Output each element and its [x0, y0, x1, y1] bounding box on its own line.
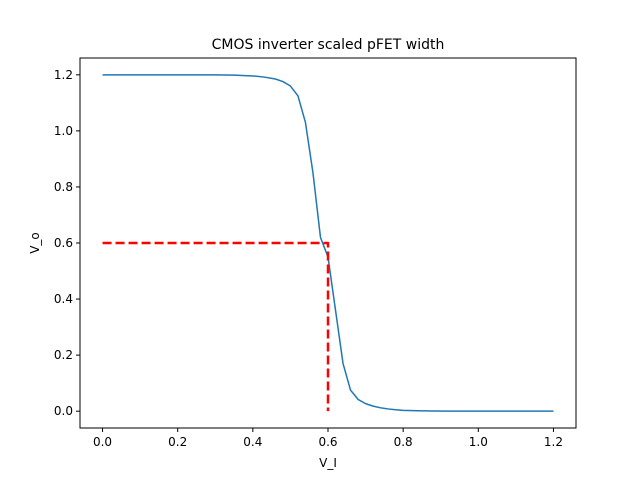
- series-layer: [102, 74, 554, 412]
- chart-title: CMOS inverter scaled pFET width: [212, 37, 445, 53]
- y-tick-label: 0.8: [54, 180, 73, 194]
- plot-frame: [79, 57, 577, 429]
- y-axis-label: V_o: [28, 232, 42, 254]
- series-line-2: [102, 241, 330, 412]
- x-axis-label: V_I: [319, 456, 337, 470]
- x-tick-label: 1.2: [544, 435, 563, 449]
- y-tick-label: 1.2: [54, 68, 73, 82]
- x-tick-label: 0.0: [93, 435, 112, 449]
- x-axis-ticks: 0.0 0.2 0.4 0.6 0.8 1.0 1.2: [93, 428, 563, 449]
- y-tick-label: 0.6: [54, 236, 73, 250]
- x-tick-label: 0.2: [168, 435, 187, 449]
- x-tick-label: 0.8: [394, 435, 413, 449]
- x-tick-label: 0.4: [243, 435, 262, 449]
- y-tick-label: 0.0: [54, 404, 73, 418]
- y-tick-label: 1.0: [54, 124, 73, 138]
- y-tick-label: 0.2: [54, 348, 73, 362]
- y-tick-label: 0.4: [54, 292, 73, 306]
- series-line-1: [102, 74, 554, 412]
- x-tick-label: 0.6: [318, 435, 337, 449]
- x-tick-label: 1.0: [469, 435, 488, 449]
- y-axis-ticks: 0.0 0.2 0.4 0.6 0.8 1.0 1.2: [54, 68, 80, 418]
